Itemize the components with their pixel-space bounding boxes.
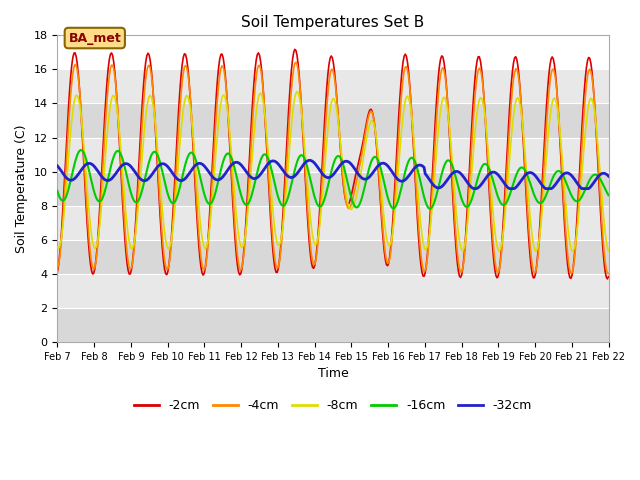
Bar: [58, 171, 609, 205]
Y-axis label: Soil Temperature (C): Soil Temperature (C): [15, 124, 28, 253]
Bar: [58, 104, 609, 138]
Bar: [58, 308, 609, 342]
X-axis label: Time: Time: [317, 367, 348, 380]
Title: Soil Temperatures Set B: Soil Temperatures Set B: [241, 15, 424, 30]
Bar: [58, 138, 609, 171]
Bar: [58, 36, 609, 70]
Bar: [58, 70, 609, 104]
Bar: [58, 240, 609, 274]
Text: BA_met: BA_met: [68, 32, 121, 45]
Legend: -2cm, -4cm, -8cm, -16cm, -32cm: -2cm, -4cm, -8cm, -16cm, -32cm: [129, 394, 537, 417]
Bar: [58, 205, 609, 240]
Bar: [58, 274, 609, 308]
